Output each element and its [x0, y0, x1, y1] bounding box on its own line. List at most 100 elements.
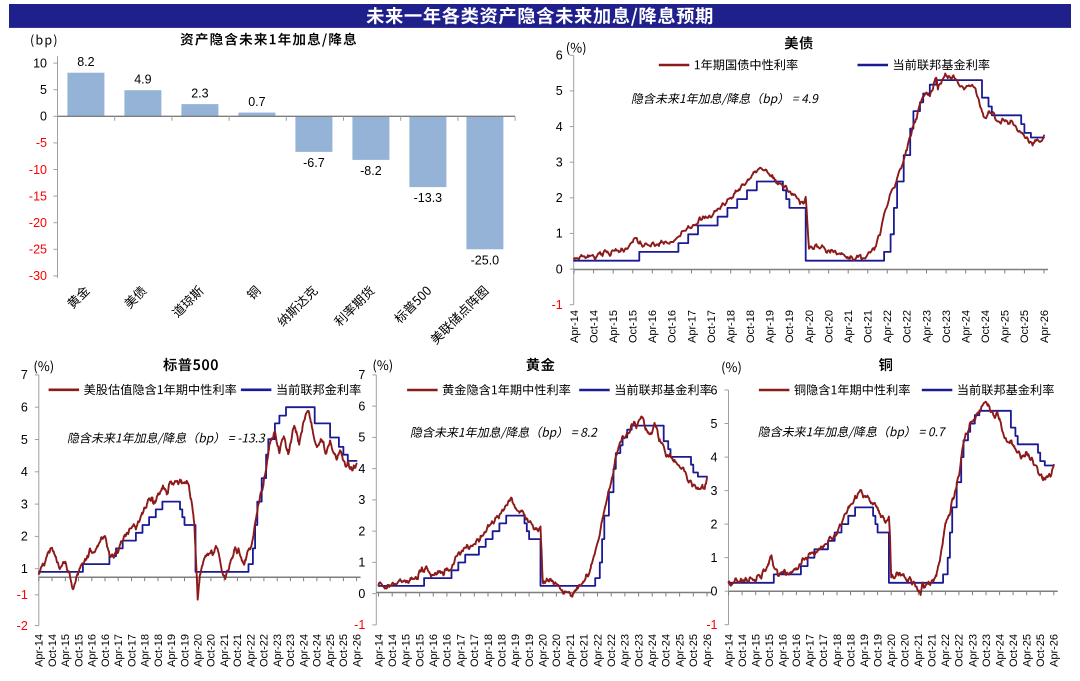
svg-text:-30: -30: [29, 269, 47, 283]
svg-text:-15: -15: [29, 189, 47, 203]
svg-text:Apr-19: Apr-19: [765, 310, 777, 343]
svg-text:Oct-23: Oct-23: [285, 634, 297, 667]
svg-text:Oct-19: Oct-19: [524, 634, 536, 667]
svg-text:Oct-22: Oct-22: [954, 634, 966, 667]
svg-text:3: 3: [358, 493, 365, 507]
svg-text:-13.3: -13.3: [414, 191, 443, 205]
svg-text:Apr-25: Apr-25: [1000, 310, 1012, 343]
svg-text:Oct-25: Oct-25: [338, 634, 350, 667]
svg-text:Apr-24: Apr-24: [994, 634, 1006, 667]
svg-text:4: 4: [21, 465, 28, 479]
svg-text:Oct-25: Oct-25: [1019, 310, 1031, 343]
svg-text:0.7: 0.7: [248, 95, 265, 109]
svg-text:Apr-16: Apr-16: [778, 634, 790, 667]
svg-text:Apr-22: Apr-22: [592, 634, 604, 667]
svg-text:Oct-17: Oct-17: [469, 634, 481, 667]
svg-text:8.2: 8.2: [77, 55, 94, 69]
svg-text:Oct-15: Oct-15: [764, 634, 776, 667]
svg-text:-1: -1: [552, 298, 563, 312]
svg-text:Apr-19: Apr-19: [510, 634, 522, 667]
svg-text:Apr-17: Apr-17: [113, 634, 125, 667]
svg-text:4: 4: [358, 462, 365, 476]
svg-text:Apr-23: Apr-23: [272, 634, 284, 667]
svg-text:3: 3: [711, 484, 718, 498]
svg-text:6: 6: [556, 49, 563, 63]
svg-text:2.3: 2.3: [191, 87, 208, 101]
svg-text:Oct-21: Oct-21: [232, 634, 244, 667]
svg-text:Oct-19: Oct-19: [179, 634, 191, 667]
svg-text:Oct-21: Oct-21: [863, 310, 875, 343]
svg-text:1: 1: [358, 556, 365, 570]
svg-text:Apr-24: Apr-24: [298, 634, 310, 667]
svg-text:Oct-25: Oct-25: [1035, 634, 1047, 667]
svg-text:Oct-18: Oct-18: [845, 634, 857, 667]
svg-text:6: 6: [358, 399, 365, 413]
svg-text:2: 2: [711, 517, 718, 531]
svg-text:-5: -5: [36, 136, 47, 150]
svg-text:Oct-25: Oct-25: [688, 634, 700, 667]
svg-text:Apr-26: Apr-26: [351, 634, 363, 667]
svg-text:Apr-16: Apr-16: [428, 634, 440, 667]
svg-text:6: 6: [711, 383, 718, 397]
svg-text:-1: -1: [17, 588, 28, 602]
svg-text:Apr-20: Apr-20: [538, 634, 550, 667]
svg-text:Apr-23: Apr-23: [967, 634, 979, 667]
svg-text:Apr-25: Apr-25: [325, 634, 337, 667]
svg-text:Apr-25: Apr-25: [1022, 634, 1034, 667]
svg-text:-20: -20: [29, 216, 47, 230]
svg-text:Oct-20: Oct-20: [823, 310, 835, 343]
svg-text:Oct-15: Oct-15: [414, 634, 426, 667]
svg-text:4.9: 4.9: [134, 73, 151, 87]
svg-text:Apr-22: Apr-22: [882, 310, 894, 343]
svg-text:-10: -10: [29, 163, 47, 177]
svg-text:Apr-17: Apr-17: [805, 634, 817, 667]
svg-text:Oct-18: Oct-18: [497, 634, 509, 667]
svg-text:Apr-24: Apr-24: [647, 634, 659, 667]
svg-text:Apr-15: Apr-15: [401, 634, 413, 667]
svg-text:5: 5: [358, 431, 365, 445]
svg-text:Apr-24: Apr-24: [961, 310, 973, 343]
svg-text:Oct-21: Oct-21: [927, 634, 939, 667]
svg-text:7: 7: [21, 368, 28, 382]
svg-text:Oct-14: Oct-14: [588, 310, 600, 343]
svg-text:Apr-18: Apr-18: [483, 634, 495, 667]
svg-text:0: 0: [358, 587, 365, 601]
svg-text:Oct-14: Oct-14: [387, 634, 399, 667]
svg-text:-25: -25: [29, 243, 47, 257]
svg-text:Apr-21: Apr-21: [913, 634, 925, 667]
svg-text:-1: -1: [706, 618, 717, 632]
svg-text:Oct-22: Oct-22: [606, 634, 618, 667]
svg-text:Apr-20: Apr-20: [886, 634, 898, 667]
svg-text:2: 2: [556, 191, 563, 205]
svg-text:Apr-21: Apr-21: [843, 310, 855, 343]
svg-text:Oct-15: Oct-15: [628, 310, 640, 343]
svg-text:Oct-17: Oct-17: [706, 310, 718, 343]
svg-text:Oct-22: Oct-22: [259, 634, 271, 667]
svg-text:5: 5: [711, 417, 718, 431]
svg-text:4: 4: [711, 450, 718, 464]
svg-text:2: 2: [358, 524, 365, 538]
svg-text:Apr-26: Apr-26: [702, 634, 714, 667]
svg-text:Apr-20: Apr-20: [193, 634, 205, 667]
svg-text:7: 7: [358, 368, 365, 382]
svg-text:0: 0: [40, 110, 47, 124]
svg-text:6: 6: [21, 401, 28, 415]
svg-text:Apr-17: Apr-17: [455, 634, 467, 667]
svg-text:Apr-26: Apr-26: [1039, 310, 1051, 343]
svg-text:Apr-21: Apr-21: [219, 634, 231, 667]
svg-text:Apr-16: Apr-16: [647, 310, 659, 343]
svg-text:Oct-14: Oct-14: [47, 634, 59, 667]
svg-text:5: 5: [40, 83, 47, 97]
svg-text:Oct-24: Oct-24: [980, 310, 992, 343]
svg-text:5: 5: [21, 433, 28, 447]
svg-text:Oct-16: Oct-16: [791, 634, 803, 667]
svg-text:Oct-23: Oct-23: [981, 634, 993, 667]
svg-text:Apr-19: Apr-19: [859, 634, 871, 667]
svg-text:Apr-14: Apr-14: [569, 310, 581, 343]
svg-text:Apr-26: Apr-26: [1049, 634, 1061, 667]
svg-text:Apr-14: Apr-14: [373, 634, 385, 667]
svg-text:-25.0: -25.0: [471, 253, 500, 267]
svg-text:Apr-23: Apr-23: [620, 634, 632, 667]
svg-text:Apr-14: Apr-14: [723, 634, 735, 667]
svg-text:Oct-24: Oct-24: [1008, 634, 1020, 667]
